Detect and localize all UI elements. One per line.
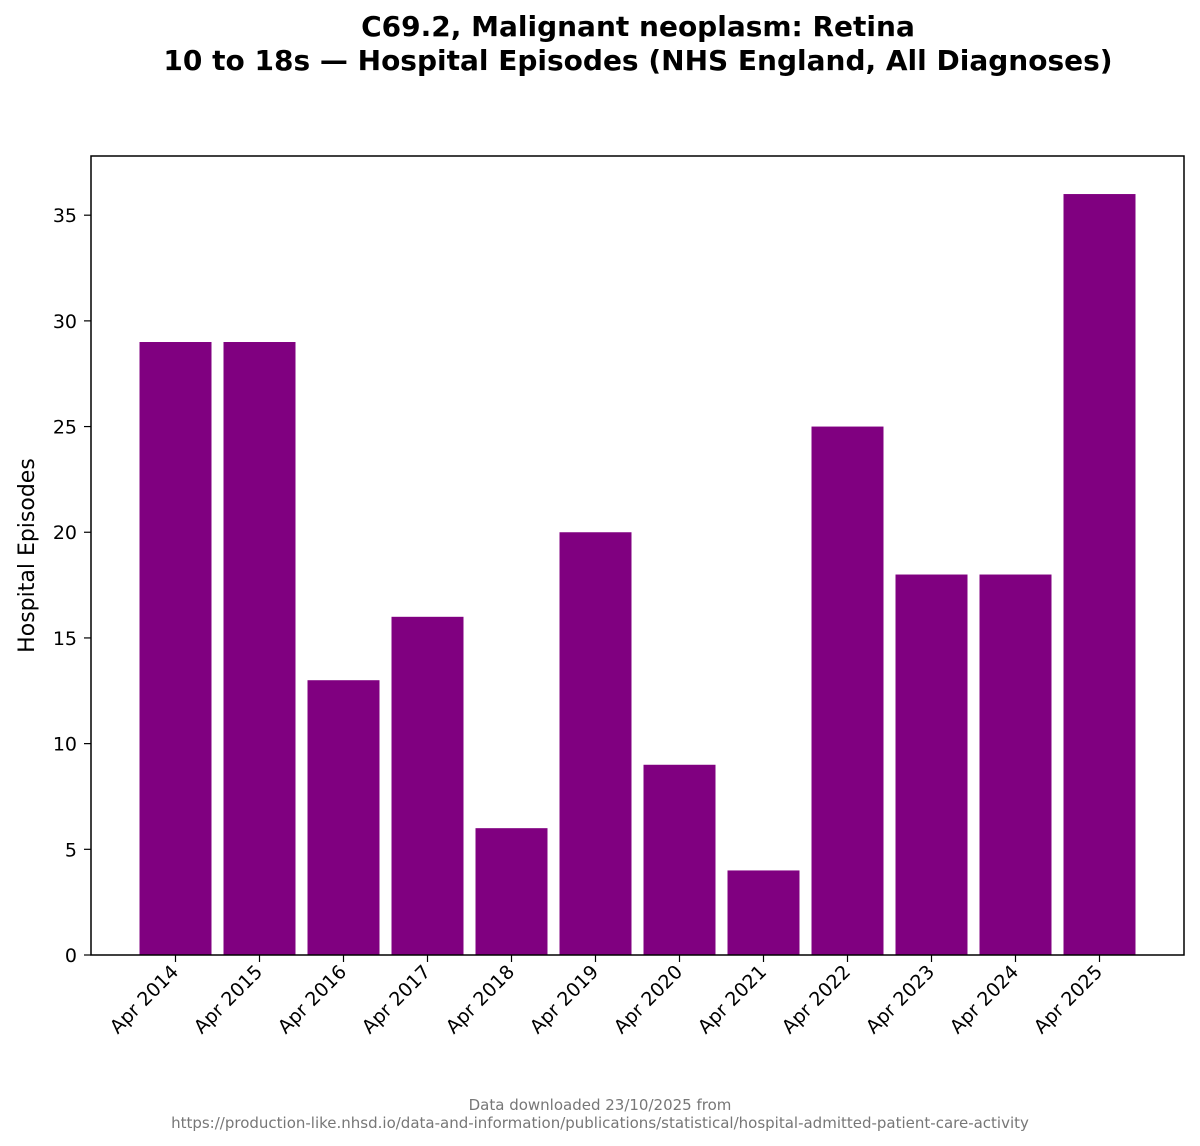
bar-apr-2017 (391, 616, 464, 955)
footer-source-line: Data downloaded 23/10/2025 from (468, 1096, 732, 1114)
bar-apr-2014 (139, 342, 212, 955)
x-tick-label: Apr 2025 (1030, 961, 1107, 1038)
y-tick-label: 15 (53, 628, 77, 650)
x-tick-label: Apr 2024 (946, 961, 1023, 1038)
bar-apr-2022 (811, 426, 884, 955)
chart-title-line2: 10 to 18s — Hospital Episodes (NHS Engla… (163, 44, 1113, 77)
bar-apr-2018 (475, 828, 548, 955)
x-axis: Apr 2014 Apr 2015 Apr 2016 Apr 2017 Apr 2018… (106, 955, 1107, 1038)
bar-apr-2015 (223, 342, 296, 955)
y-tick-label: 0 (65, 945, 77, 967)
x-tick-label: Apr 2022 (778, 961, 855, 1038)
chart-title-line1: C69.2, Malignant neoplasm: Retina (361, 10, 915, 43)
y-axis-label: Hospital Episodes (15, 458, 40, 653)
bar-apr-2024 (979, 574, 1052, 955)
x-tick-label: Apr 2017 (358, 961, 435, 1038)
x-tick-label: Apr 2020 (610, 961, 687, 1038)
y-tick-label: 25 (53, 417, 77, 439)
bar-apr-2025 (1063, 194, 1136, 956)
x-tick-label: Apr 2015 (190, 961, 267, 1038)
x-tick-label: Apr 2018 (442, 961, 519, 1038)
y-tick-label: 35 (53, 205, 77, 227)
y-tick-label: 5 (65, 839, 77, 861)
y-tick-label: 30 (53, 311, 77, 333)
bar-apr-2016 (307, 680, 380, 955)
bar-apr-2021 (727, 870, 800, 955)
x-tick-label: Apr 2016 (274, 961, 351, 1038)
x-tick-label: Apr 2014 (106, 961, 183, 1038)
bar-apr-2020 (643, 764, 716, 955)
bar-apr-2023 (895, 574, 968, 955)
footer-source-url: https://production-like.nhsd.io/data-and… (171, 1114, 1029, 1132)
bars-group (139, 194, 1136, 956)
x-tick-label: Apr 2019 (526, 961, 603, 1038)
y-tick-label: 10 (53, 734, 77, 756)
y-axis: 0 5 10 15 20 25 30 35 (53, 205, 91, 967)
plot-frame (90, 155, 1185, 956)
x-tick-label: Apr 2021 (694, 961, 771, 1038)
bar-apr-2019 (559, 532, 632, 955)
x-tick-label: Apr 2023 (862, 961, 939, 1038)
y-tick-label: 20 (53, 522, 77, 544)
